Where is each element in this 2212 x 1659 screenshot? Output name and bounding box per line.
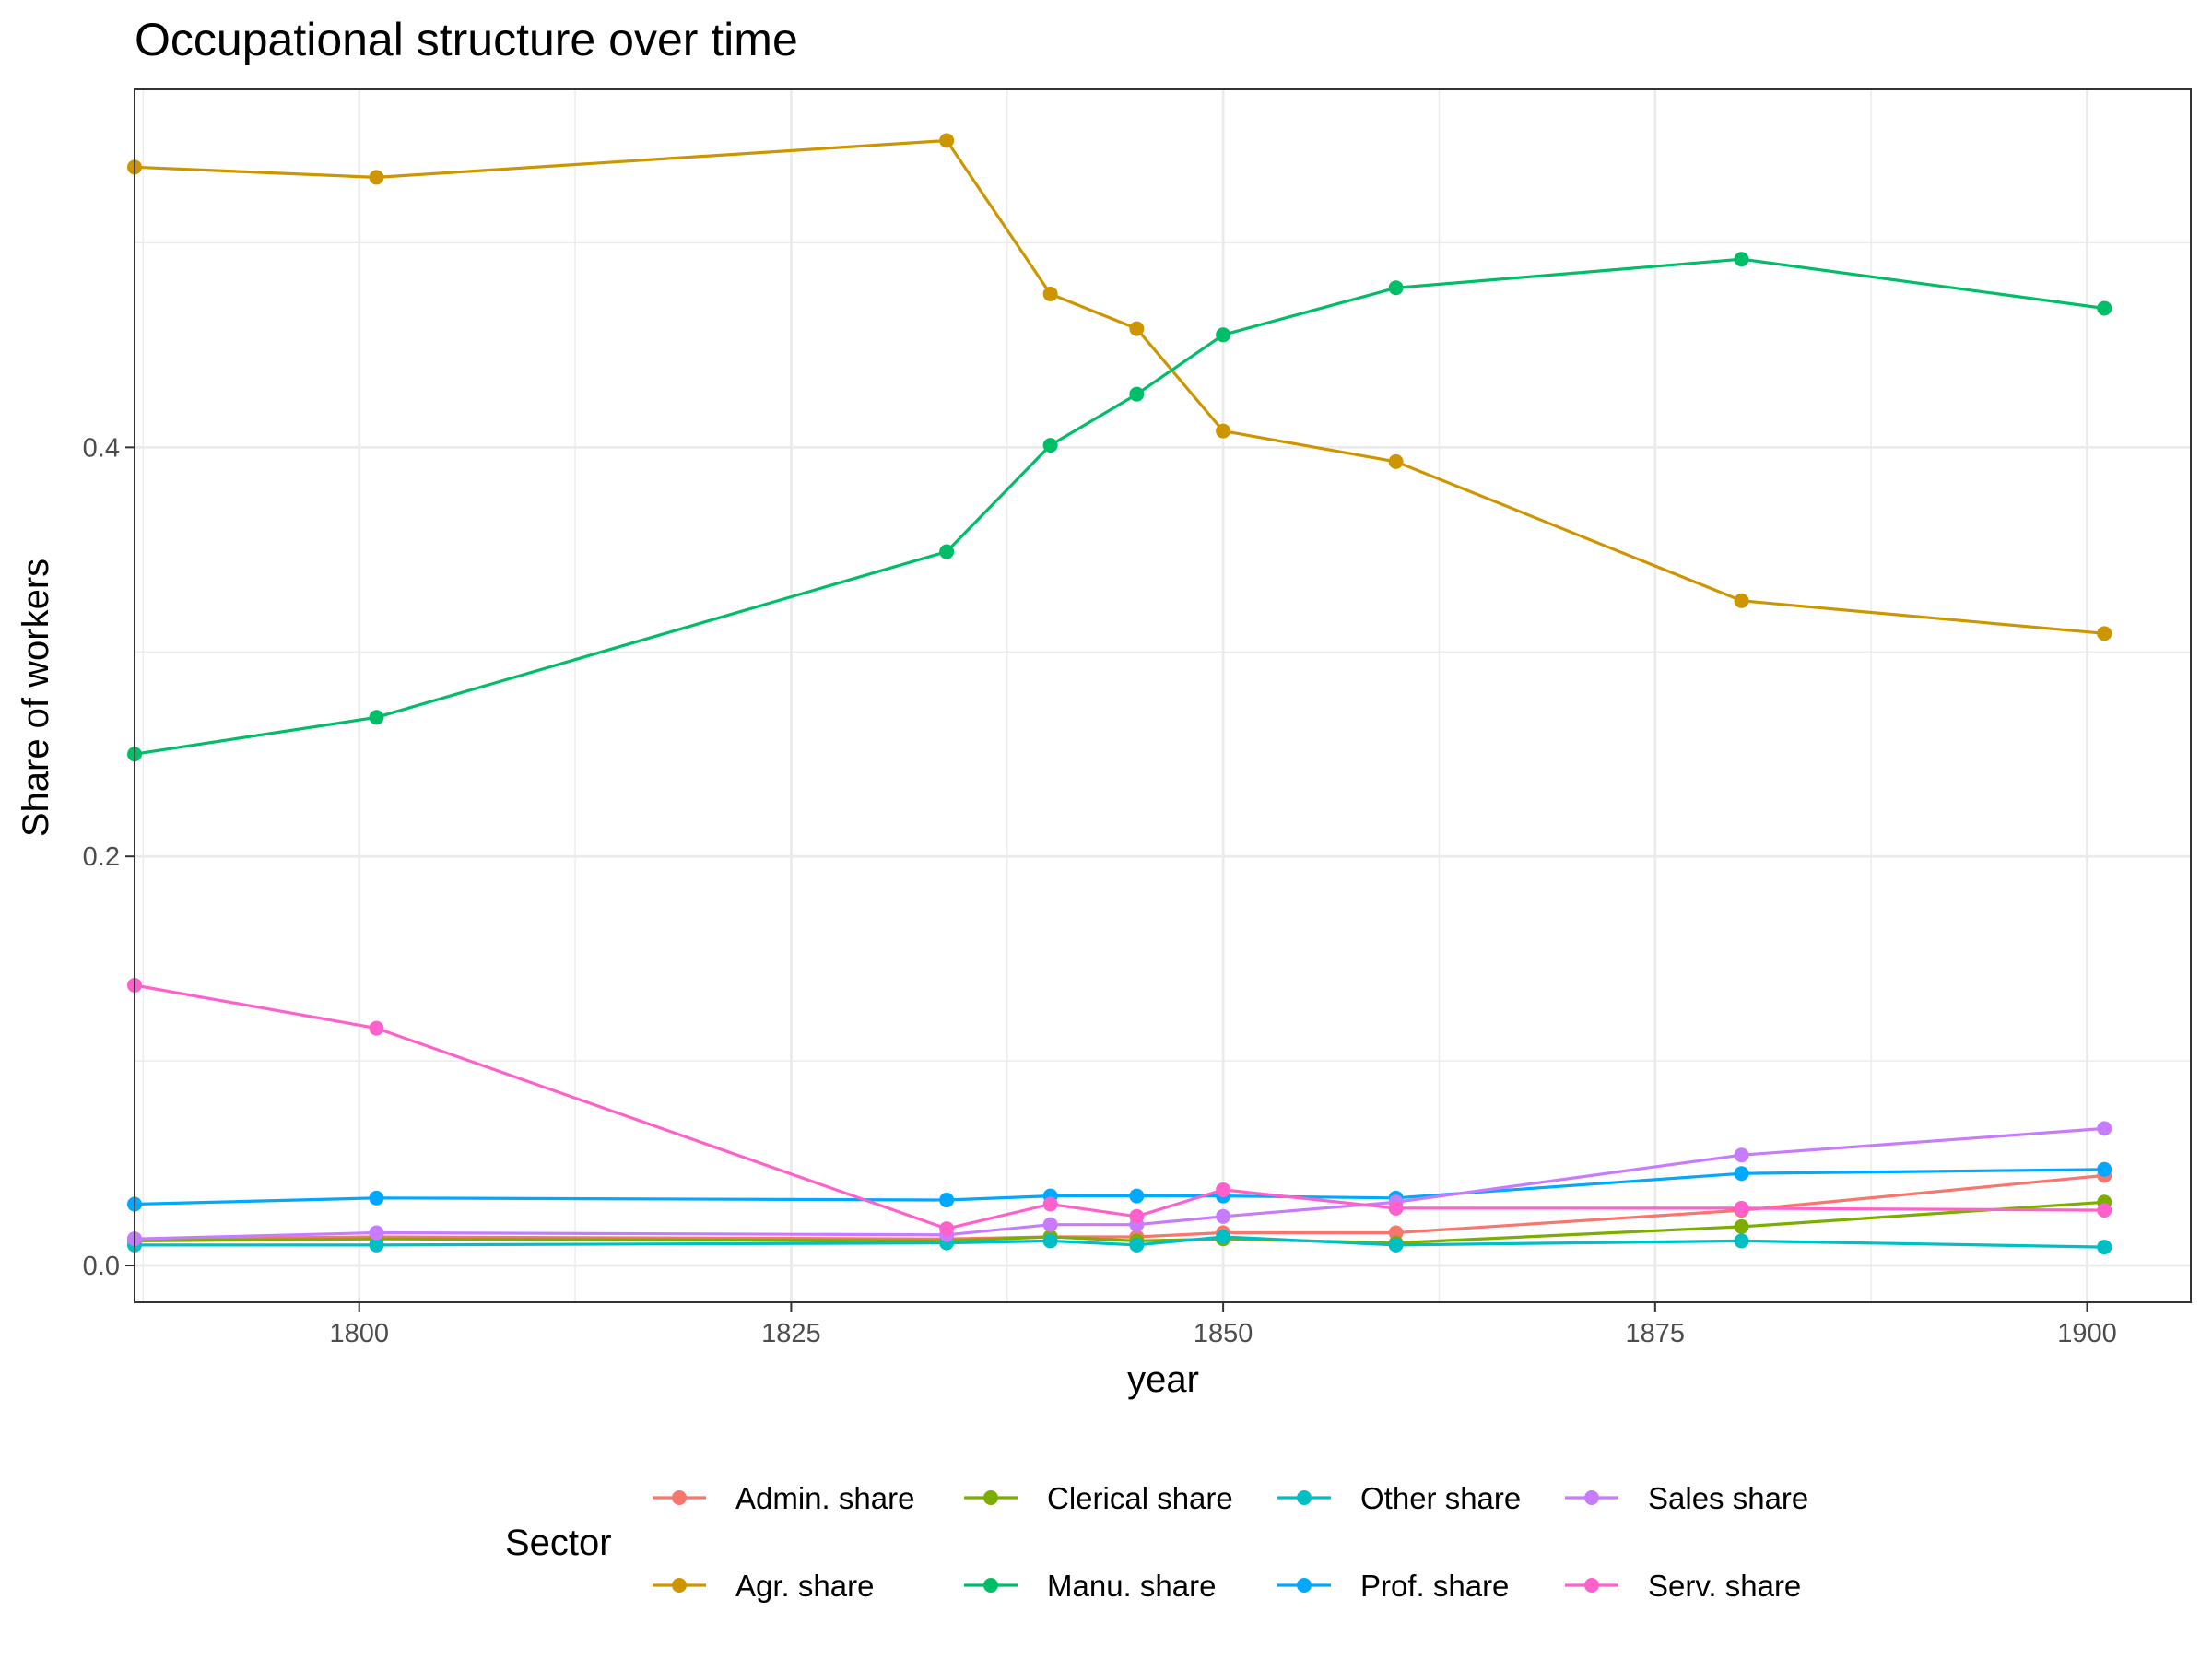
- x-tick-label: 1850: [1194, 1319, 1253, 1348]
- legend-key-point-clerical-share: [983, 1490, 998, 1505]
- data-point-prof-share: [939, 1193, 955, 1208]
- data-point-other-share: [1216, 1229, 1231, 1244]
- data-point-other-share: [369, 1237, 384, 1253]
- legend-label-prof-share: Prof. share: [1360, 1569, 1509, 1603]
- legend-key-point-agr-share: [672, 1578, 687, 1593]
- y-tick-label: 0.2: [83, 842, 120, 872]
- data-point-serv-share: [2097, 1203, 2112, 1218]
- legend-key-point-serv-share: [1584, 1578, 1599, 1593]
- plot-border: [134, 88, 2192, 1303]
- legend-key-point-manu-share: [983, 1578, 998, 1593]
- data-point-serv-share: [939, 1221, 955, 1237]
- legend-label-admin-share: Admin. share: [735, 1481, 914, 1515]
- legend-label-other-share: Other share: [1360, 1481, 1521, 1515]
- legend-label-clerical-share: Clerical share: [1047, 1481, 1233, 1515]
- data-point-serv-share: [1129, 1208, 1145, 1224]
- data-point-prof-share: [1734, 1166, 1749, 1182]
- x-tick-label: 1900: [2057, 1319, 2117, 1348]
- minor-gridlines: [135, 89, 2191, 1302]
- legend-key-point-other-share: [1297, 1490, 1312, 1505]
- data-point-other-share: [2097, 1240, 2112, 1255]
- data-point-manu-share: [369, 710, 384, 725]
- data-point-agr-share: [1129, 321, 1145, 336]
- data-point-admin-share: [1388, 1225, 1404, 1241]
- legend-label-sales-share: Sales share: [1648, 1481, 1808, 1515]
- legend-label-serv-share: Serv. share: [1648, 1569, 1801, 1603]
- x-axis-title: year: [1127, 1359, 1199, 1400]
- x-axis-ticks: 1800 1825 1850 1875 1900: [329, 1302, 2117, 1348]
- data-point-other-share: [1388, 1237, 1404, 1253]
- data-point-serv-share: [369, 1020, 384, 1036]
- data-point-manu-share: [2097, 300, 2112, 316]
- x-tick-label: 1800: [329, 1319, 389, 1348]
- legend-label-manu-share: Manu. share: [1047, 1569, 1216, 1603]
- legend-key-point-sales-share: [1584, 1490, 1599, 1505]
- data-point-agr-share: [369, 170, 384, 185]
- legend: Admin. share Agr. share Clerical share Manu…: [653, 1481, 1808, 1603]
- legend-key-point-prof-share: [1297, 1578, 1312, 1593]
- data-point-serv-share: [1734, 1200, 1749, 1216]
- legend-label-agr-share: Agr. share: [735, 1569, 874, 1603]
- data-point-agr-share: [939, 133, 955, 148]
- data-point-prof-share: [2097, 1161, 2112, 1177]
- data-point-agr-share: [1388, 453, 1404, 469]
- y-axis-title: Share of workers: [16, 559, 56, 837]
- plot-background: [135, 89, 2191, 1302]
- data-point-sales-share: [1216, 1208, 1231, 1224]
- x-tick-label: 1875: [1626, 1319, 1686, 1348]
- data-point-prof-share: [1129, 1188, 1145, 1204]
- data-point-serv-share: [1216, 1182, 1231, 1197]
- y-tick-label: 0.4: [83, 433, 120, 463]
- x-tick-label: 1825: [761, 1319, 821, 1348]
- data-point-sales-share: [1734, 1147, 1749, 1163]
- data-point-agr-share: [1216, 423, 1231, 439]
- data-point-sales-share: [1042, 1217, 1058, 1232]
- data-point-manu-share: [939, 544, 955, 559]
- data-point-other-share: [1042, 1233, 1058, 1249]
- series-points: [127, 133, 2112, 1255]
- y-axis-ticks: 0.0 0.2 0.4: [83, 433, 135, 1281]
- major-gridlines: [135, 89, 2191, 1302]
- data-point-agr-share: [2097, 626, 2112, 641]
- data-point-clerical-share: [1734, 1218, 1749, 1234]
- data-point-manu-share: [1042, 438, 1058, 453]
- legend-key-point-admin-share: [672, 1490, 687, 1505]
- data-point-sales-share: [2097, 1121, 2112, 1136]
- data-point-manu-share: [1734, 252, 1749, 267]
- data-point-serv-share: [1388, 1200, 1404, 1216]
- data-point-manu-share: [1129, 386, 1145, 402]
- chart-title: Occupational structure over time: [135, 14, 798, 65]
- data-point-agr-share: [1734, 593, 1749, 608]
- data-point-manu-share: [1216, 327, 1231, 343]
- data-point-serv-share: [1042, 1196, 1058, 1212]
- plot-panel: [135, 89, 2191, 1302]
- legend-title: Sector: [505, 1523, 612, 1563]
- plot-border-rect: [134, 88, 2192, 1303]
- data-point-other-share: [1734, 1233, 1749, 1249]
- data-point-prof-share: [369, 1190, 384, 1206]
- data-point-manu-share: [1388, 280, 1404, 296]
- y-tick-label: 0.0: [83, 1252, 120, 1281]
- data-point-agr-share: [1042, 286, 1058, 301]
- data-point-sales-share: [369, 1225, 384, 1241]
- data-point-other-share: [1129, 1237, 1145, 1253]
